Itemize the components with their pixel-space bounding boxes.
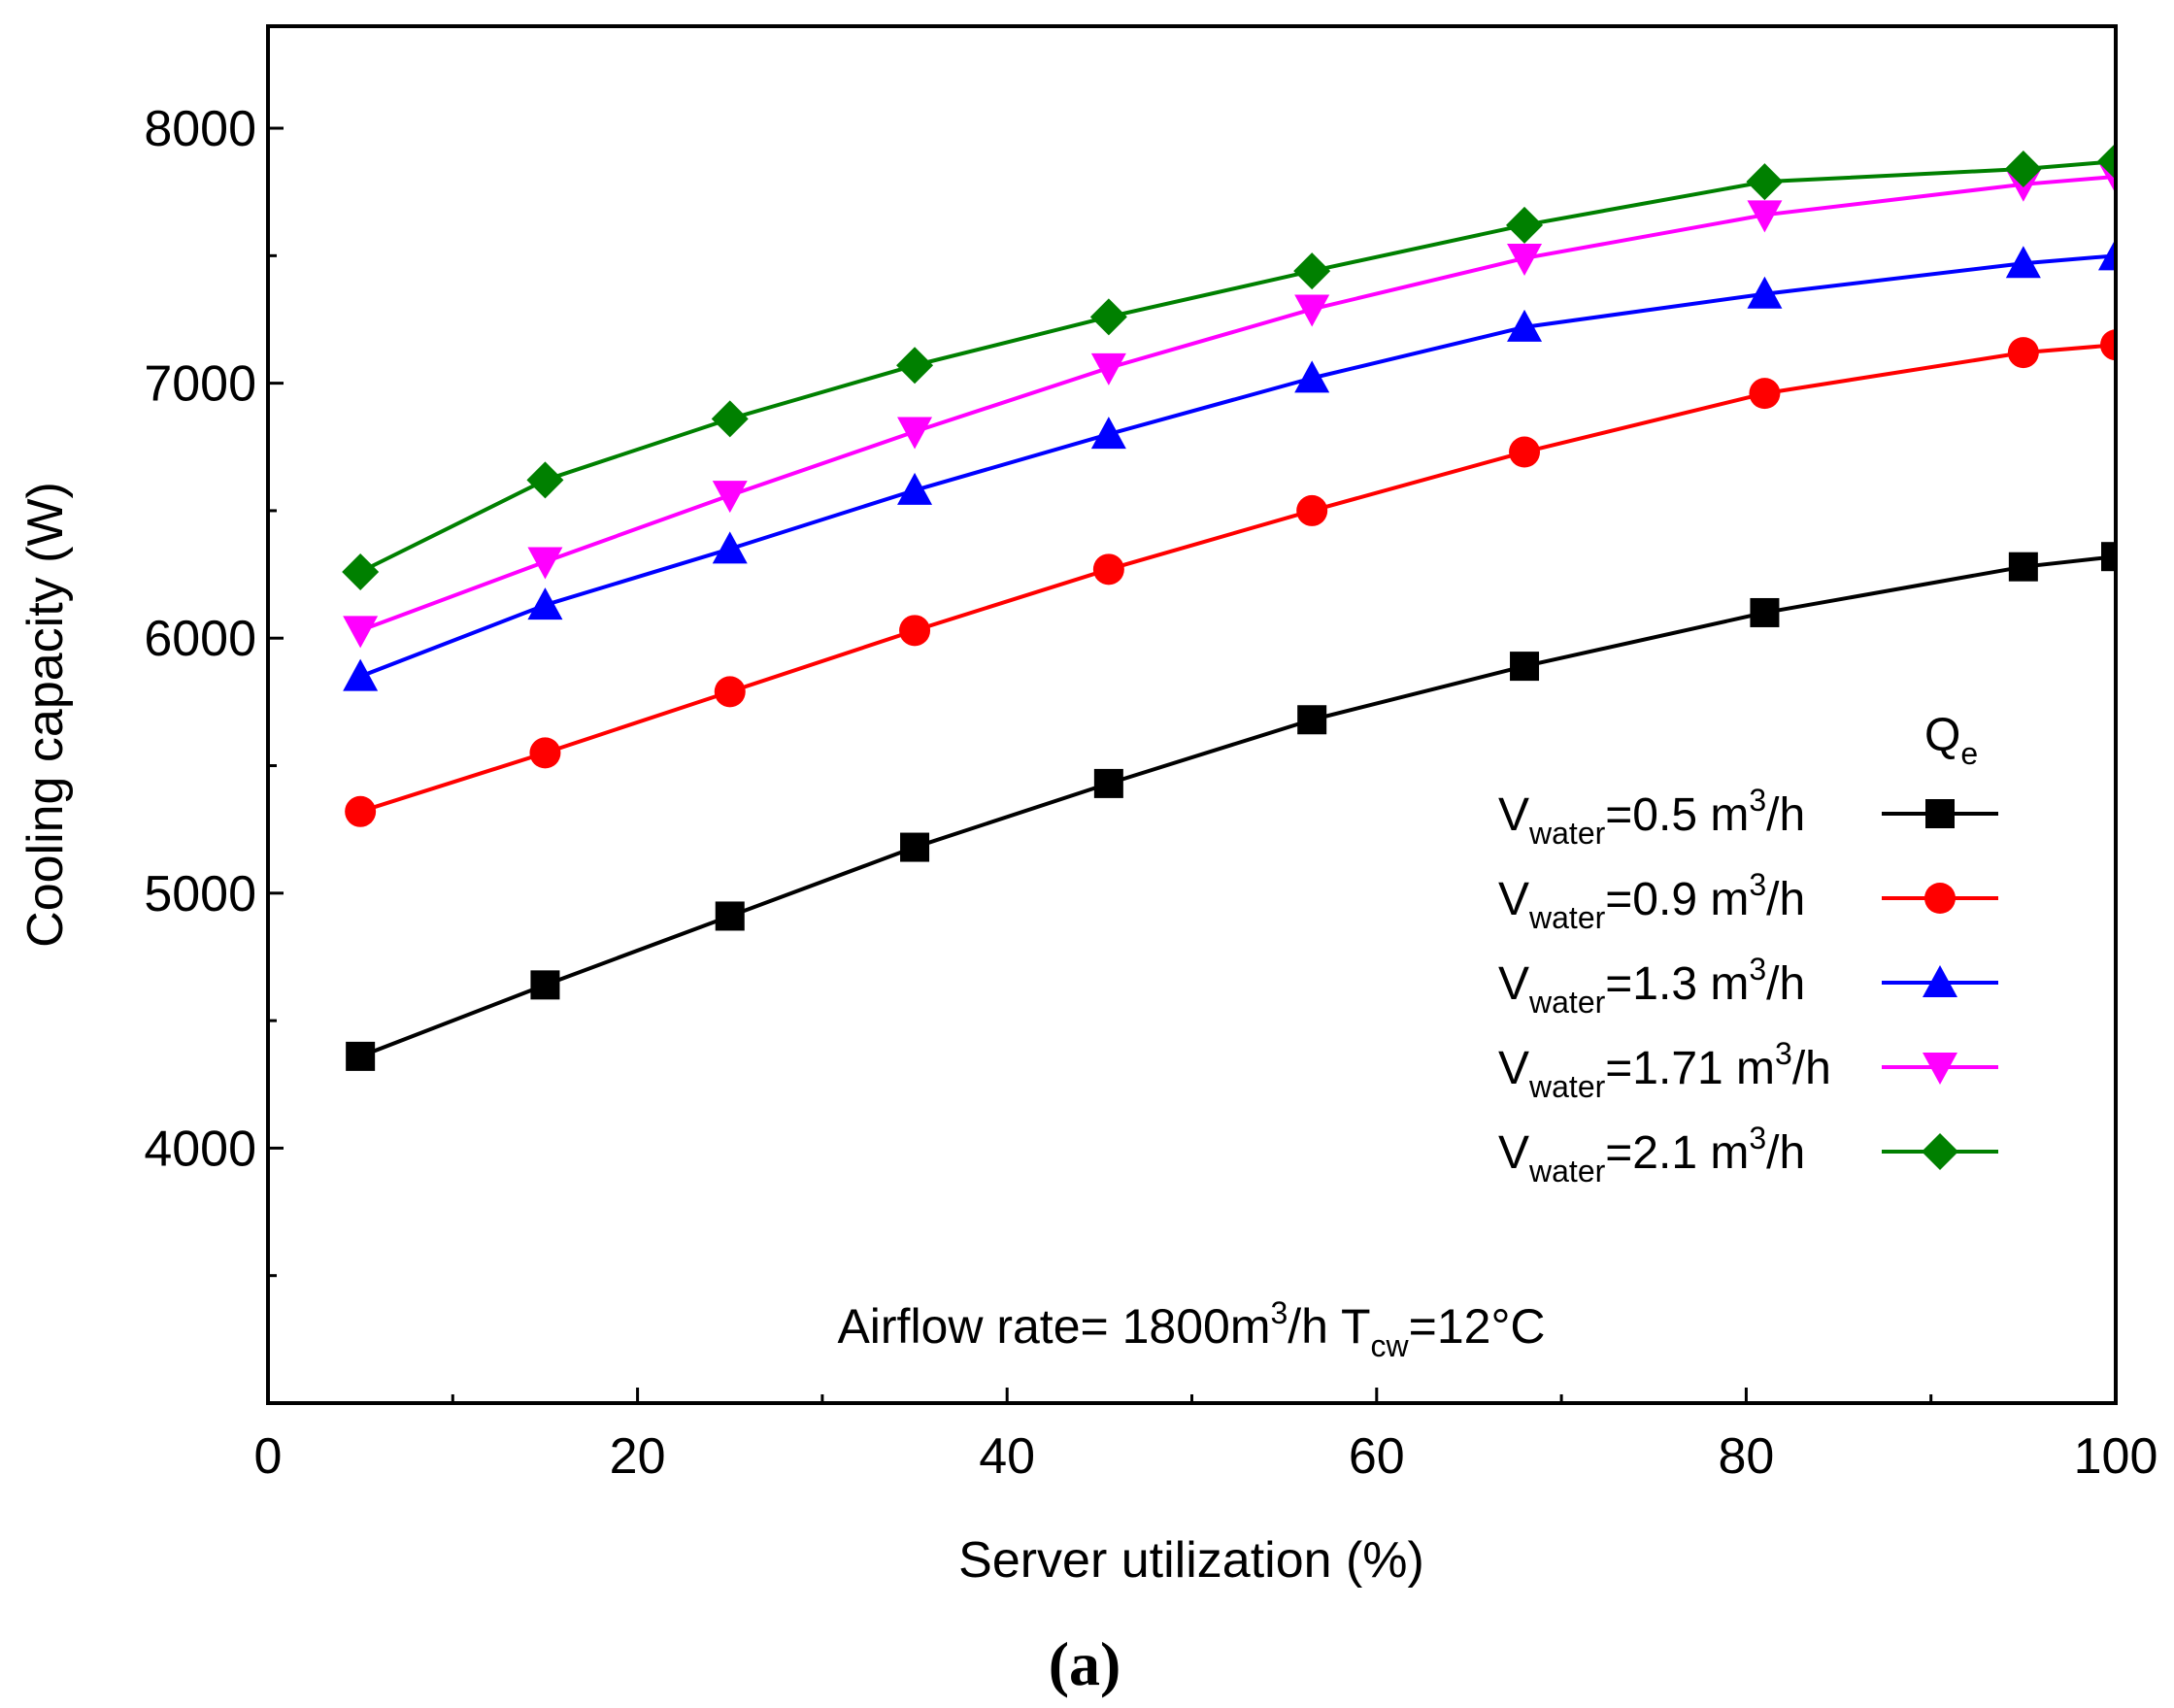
legend: Qe Vwater=0.5 m3/h Vwater=0.9 m3/h Vwater=… <box>1498 710 1998 1189</box>
legend-title: Qe <box>1924 710 1978 771</box>
data-point <box>1507 243 1543 276</box>
data-point <box>1509 436 1541 468</box>
data-point <box>1093 768 1123 798</box>
series-5 <box>342 143 2116 590</box>
series-layer <box>342 143 2116 1071</box>
y-tick-label: 5000 <box>144 866 256 922</box>
data-point <box>2101 542 2116 572</box>
data-point <box>711 400 749 438</box>
data-point <box>529 737 561 769</box>
data-point <box>1746 163 1784 201</box>
data-point <box>2005 246 2041 279</box>
data-point <box>343 616 379 649</box>
legend-marker <box>1923 965 1957 997</box>
data-point <box>712 481 748 514</box>
x-tick-label: 80 <box>1718 1428 1774 1485</box>
x-axis-label: Server utilization (%) <box>958 1532 1424 1589</box>
data-point <box>897 417 933 450</box>
x-tick-label: 40 <box>979 1428 1035 1485</box>
data-point <box>1294 360 1330 393</box>
data-point <box>1297 705 1327 735</box>
legend-label: Vwater=0.5 m3/h <box>1498 783 1805 851</box>
x-tick-label: 60 <box>1349 1428 1405 1485</box>
x-tick-label: 100 <box>2074 1428 2158 1485</box>
legend-label: Vwater=0.9 m3/h <box>1498 867 1805 935</box>
legend-marker <box>1925 799 1955 828</box>
data-point <box>530 970 560 1000</box>
data-point <box>2098 238 2116 271</box>
y-tick-label: 8000 <box>144 101 256 157</box>
legend-label: Vwater=1.3 m3/h <box>1498 952 1805 1020</box>
data-point <box>526 461 564 499</box>
data-point <box>1090 417 1126 450</box>
data-point <box>1092 553 1124 586</box>
panel-label: (a) <box>1049 1629 1121 1698</box>
y-tick-label: 4000 <box>144 1121 256 1177</box>
data-point <box>1749 378 1781 410</box>
data-point <box>1510 652 1540 682</box>
data-point <box>1507 309 1543 342</box>
y-tick-label: 6000 <box>144 611 256 667</box>
data-point <box>715 901 745 931</box>
data-point <box>1090 352 1126 385</box>
data-point <box>712 531 748 564</box>
data-point <box>2100 329 2116 361</box>
data-point <box>714 676 746 708</box>
legend-marker <box>1923 1053 1957 1085</box>
data-point <box>343 658 379 691</box>
legend-marker <box>1922 1133 1958 1170</box>
y-tick-label: 7000 <box>144 356 256 413</box>
ticks-layer: 0 20 40 60 80 100 4000 5000 6000 7000 8000 <box>144 101 2157 1485</box>
series-1 <box>346 542 2116 1071</box>
data-point <box>345 795 377 827</box>
series-line <box>359 253 2116 679</box>
series-line <box>359 159 2116 574</box>
data-point <box>897 472 933 505</box>
data-point <box>1747 200 1783 233</box>
data-point <box>527 587 563 620</box>
series-line <box>359 343 2116 814</box>
series-line <box>359 174 2116 633</box>
x-tick-label: 20 <box>610 1428 666 1485</box>
data-point <box>900 832 930 862</box>
series-3 <box>343 238 2116 691</box>
data-point <box>1296 494 1328 526</box>
data-point <box>1293 252 1331 290</box>
condition-annotation: Airflow rate= 1800m3/h Tcw=12°C <box>837 1295 1545 1363</box>
series-line <box>359 554 2116 1058</box>
data-point <box>1294 294 1330 327</box>
data-point <box>1089 298 1127 336</box>
data-point <box>899 615 931 647</box>
data-point <box>1506 206 1544 244</box>
data-point <box>896 347 934 385</box>
x-tick-label: 0 <box>254 1428 283 1485</box>
data-point <box>527 547 563 580</box>
series-2 <box>345 329 2116 827</box>
data-point <box>2097 143 2116 181</box>
data-point <box>346 1041 376 1071</box>
data-point <box>2008 552 2038 582</box>
y-axis-label: Cooling capacity (W) <box>17 482 74 948</box>
legend-label: Vwater=2.1 m3/h <box>1498 1121 1805 1189</box>
data-point <box>1747 276 1783 309</box>
plot-frame <box>266 24 2118 1405</box>
data-point <box>2004 151 2042 188</box>
series-4 <box>343 161 2116 649</box>
data-point <box>342 553 380 590</box>
data-point <box>2007 337 2039 369</box>
legend-marker <box>1924 883 1956 914</box>
data-point <box>1750 597 1780 627</box>
legend-label: Vwater=1.71 m3/h <box>1498 1036 1831 1104</box>
